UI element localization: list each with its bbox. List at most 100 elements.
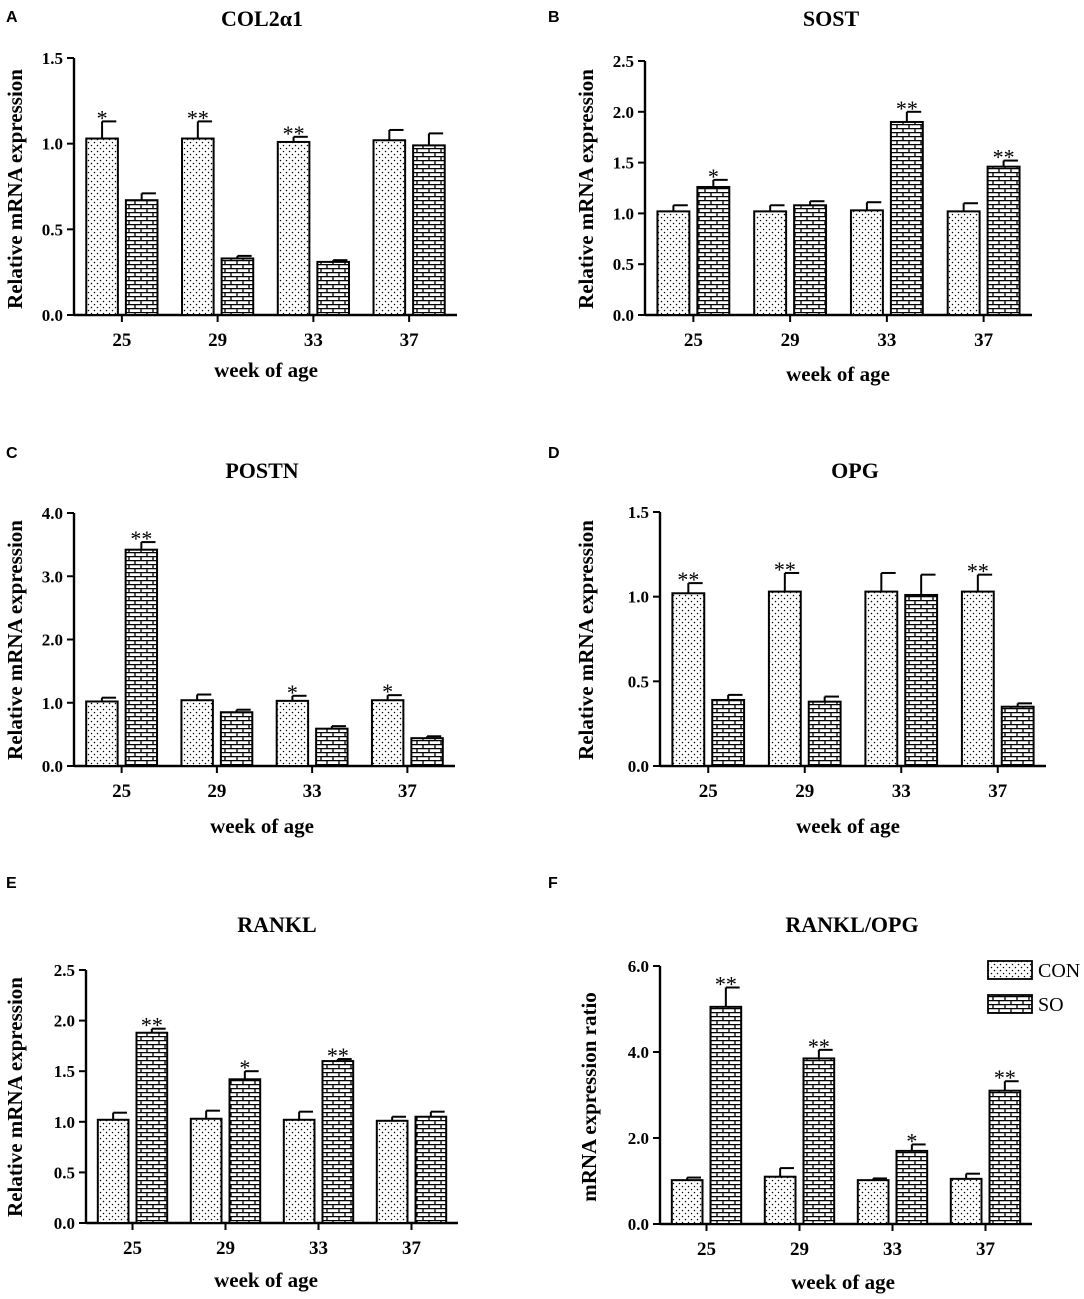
x-tick-label-f: 33 — [883, 1239, 902, 1260]
y-tick-label-c: 1.0 — [42, 694, 63, 713]
y-axis-label-e: Relative mRNA expression — [3, 977, 27, 1217]
y-tick-label-f: 4.0 — [628, 1043, 649, 1062]
significance-marker-d: ** — [967, 559, 989, 584]
panel-letter-a: A — [6, 9, 18, 26]
x-tick-label-f: 29 — [790, 1239, 809, 1260]
y-tick-label-f: 0.0 — [628, 1215, 649, 1234]
panel-c: C POSTN Relative mRNA expression week of… — [3, 445, 455, 838]
bar-so-37-a — [412, 144, 446, 316]
x-tick-label-b: 29 — [781, 330, 800, 351]
panel-a: A COL2α1 Relative mRNA expression week o… — [3, 6, 457, 382]
significance-marker-c: ** — [130, 526, 152, 551]
panel-f: F RANKL/OPG mRNA expression ratio week o… — [548, 875, 1080, 1294]
bar-so-29-c — [219, 711, 254, 767]
bar-so-33-b — [889, 120, 924, 316]
bar-so-37-d — [1000, 705, 1035, 768]
y-tick-label-d: 1.0 — [628, 588, 649, 607]
bar-con-37-a — [372, 139, 407, 316]
y-tick-label-d: 0.5 — [628, 672, 649, 691]
bar-so-33-d — [904, 593, 939, 767]
bar-so-33-a — [316, 260, 350, 316]
chart-title-a: COL2α1 — [221, 6, 303, 31]
significance-marker-b: ** — [993, 145, 1015, 170]
significance-marker-e: ** — [141, 1013, 163, 1038]
bar-con-33-b — [849, 209, 884, 317]
bar-con-33-d — [864, 590, 899, 767]
panel-letter-e: E — [6, 875, 17, 892]
y-tick-label-e: 0.5 — [54, 1163, 75, 1182]
x-tick-label-b: 25 — [684, 330, 703, 351]
bar-con-37-d — [960, 590, 995, 767]
significance-marker-f: ** — [808, 1034, 830, 1059]
legend-swatch-so — [987, 994, 1033, 1014]
significance-marker-d: ** — [774, 557, 796, 582]
x-tick-label-c: 25 — [112, 781, 131, 802]
bar-con-33-f — [856, 1179, 890, 1226]
significance-marker-c: * — [287, 680, 298, 705]
x-axis-label-d: week of age — [796, 814, 900, 838]
significance-marker-b: * — [708, 164, 719, 189]
x-axis-label-c: week of age — [210, 814, 314, 838]
y-axis-label-d: Relative mRNA expression — [574, 520, 598, 760]
bar-so-37-c — [410, 737, 444, 767]
x-axis-label-b: week of age — [786, 362, 890, 386]
y-tick-label-e: 2.5 — [54, 961, 75, 980]
x-tick-label-c: 29 — [207, 781, 226, 802]
bar-con-25-e — [96, 1118, 130, 1224]
significance-marker-c: * — [382, 679, 393, 704]
x-tick-label-e: 37 — [402, 1238, 422, 1259]
bar-con-29-b — [753, 210, 788, 316]
legend-label-so: SO — [1038, 994, 1064, 1016]
bar-so-33-e — [321, 1060, 355, 1224]
bar-con-37-f — [949, 1177, 983, 1225]
y-tick-label-c: 2.0 — [42, 631, 63, 650]
x-tick-label-d: 33 — [892, 781, 911, 802]
panel-letter-f: F — [548, 875, 558, 892]
plot-area-b: 0.0 0.5 1.0 1.5 2.0 2.5 25 * 29 33 ** 37 ** — [613, 52, 1032, 351]
bar-con-29-f — [763, 1175, 797, 1225]
bar-con-29-a — [181, 137, 215, 316]
y-tick-label-e: 1.5 — [54, 1062, 75, 1081]
chart-title-b: SOST — [803, 6, 860, 31]
y-tick-label-b: 2.0 — [613, 103, 634, 122]
bar-con-37-c — [370, 699, 405, 767]
bar-so-37-e — [414, 1115, 448, 1224]
bar-con-29-d — [767, 590, 802, 767]
x-tick-label-f: 37 — [976, 1239, 996, 1260]
y-tick-label-c: 0.0 — [42, 757, 63, 776]
bar-con-37-e — [375, 1119, 409, 1224]
x-tick-label-c: 33 — [303, 781, 322, 802]
y-tick-label-e: 0.0 — [54, 1214, 75, 1233]
y-tick-label-a: 0.5 — [42, 220, 63, 239]
x-tick-label-e: 25 — [123, 1238, 142, 1259]
panel-letter-b: B — [548, 9, 560, 26]
legend-item-con: CON — [987, 960, 1080, 982]
panel-b: B SOST Relative mRNA expression week of … — [548, 6, 1032, 386]
x-tick-label-d: 29 — [795, 781, 814, 802]
bar-so-25-c — [124, 548, 159, 767]
x-tick-label-a: 37 — [400, 330, 420, 351]
bar-con-33-c — [275, 699, 310, 767]
bar-con-29-e — [189, 1117, 223, 1225]
significance-marker-a: ** — [187, 105, 209, 130]
y-tick-label-d: 1.5 — [628, 503, 649, 522]
y-tick-label-a: 1.0 — [42, 135, 63, 154]
bar-so-25-e — [135, 1031, 169, 1225]
panel-letter-c: C — [6, 445, 18, 462]
bar-so-29-f — [802, 1057, 836, 1225]
x-tick-label-e: 29 — [216, 1238, 235, 1259]
significance-marker-f: ** — [715, 972, 737, 997]
bar-so-37-f — [988, 1089, 1022, 1225]
y-tick-label-d: 0.0 — [628, 757, 649, 776]
plot-area-e: 0.0 0.5 1.0 1.5 2.0 2.5 25 ** 29 * 33 ** 37 — [54, 961, 458, 1259]
y-tick-label-f: 6.0 — [628, 957, 649, 976]
y-tick-label-b: 1.0 — [613, 204, 634, 223]
significance-marker-a: ** — [283, 121, 305, 146]
chart-title-d: OPG — [831, 458, 879, 483]
bar-so-25-f — [709, 1005, 743, 1225]
y-tick-label-f: 2.0 — [628, 1129, 649, 1148]
y-tick-label-b: 0.5 — [613, 255, 634, 274]
bar-con-33-a — [276, 140, 311, 316]
bar-con-29-c — [180, 699, 214, 767]
